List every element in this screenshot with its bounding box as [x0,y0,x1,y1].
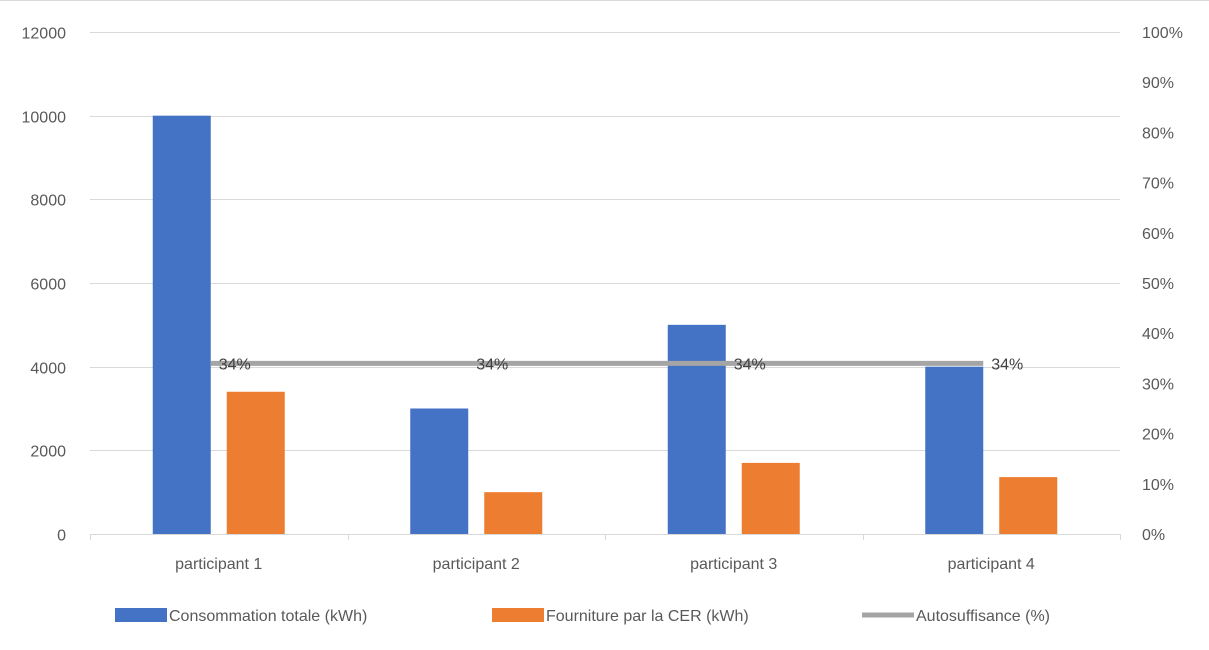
y-right-tick-label: 0% [1142,527,1165,544]
y-left-tick-label: 0 [57,528,66,545]
y-right-tick-label: 50% [1142,276,1174,293]
y-left-tick-label: 4000 [30,361,66,378]
bar-consommation [152,115,211,535]
y-left-tick-label: 12000 [22,26,67,43]
legend-label: Consommation totale (kWh) [169,608,367,625]
y-right-tick-label: 70% [1142,176,1174,193]
y-left-tick-label: 6000 [30,277,66,294]
y-left-tick-label: 10000 [22,110,67,127]
legend-swatch [492,608,544,622]
bar-fourniture [226,391,285,534]
y-right-tick-label: 60% [1142,226,1174,243]
bar-consommation [667,324,726,534]
y-right-tick-label: 10% [1142,477,1174,494]
bar-consommation [410,408,469,534]
y-left-tick-label: 8000 [30,193,66,210]
bars [152,115,1058,535]
axes: 0 2000 4000 6000 8000 10000 12000 0% 10% 20% 30% 40… [22,25,1183,573]
line-data-label: 34% [734,356,766,373]
category-label: participant 2 [433,556,520,573]
y-right-tick-label: 90% [1142,75,1174,92]
legend-label: Fourniture par la CER (kWh) [546,608,749,625]
legend-swatch [115,608,167,622]
legend: Consommation totale (kWh) Fourniture par … [115,608,1050,625]
line-data-label: 34% [476,356,508,373]
data-labels: 34% 34% 34% 34% [219,356,1024,373]
y-right-tick-label: 100% [1142,25,1183,42]
legend-label: Autosuffisance (%) [916,608,1050,625]
bar-fourniture [741,462,800,534]
y-right-tick-label: 20% [1142,427,1174,444]
y-left-tick-label: 2000 [30,444,66,461]
line-data-label: 34% [219,356,251,373]
category-label: participant 4 [948,556,1035,573]
y-right-tick-label: 30% [1142,376,1174,393]
category-label: participant 3 [690,556,777,573]
y-right-tick-label: 40% [1142,326,1174,343]
bar-fourniture [999,477,1058,534]
bar-fourniture [484,492,543,534]
line-data-label: 34% [991,356,1023,373]
y-right-tick-label: 80% [1142,125,1174,142]
category-label: participant 1 [175,556,262,573]
bar-consommation [925,366,984,534]
